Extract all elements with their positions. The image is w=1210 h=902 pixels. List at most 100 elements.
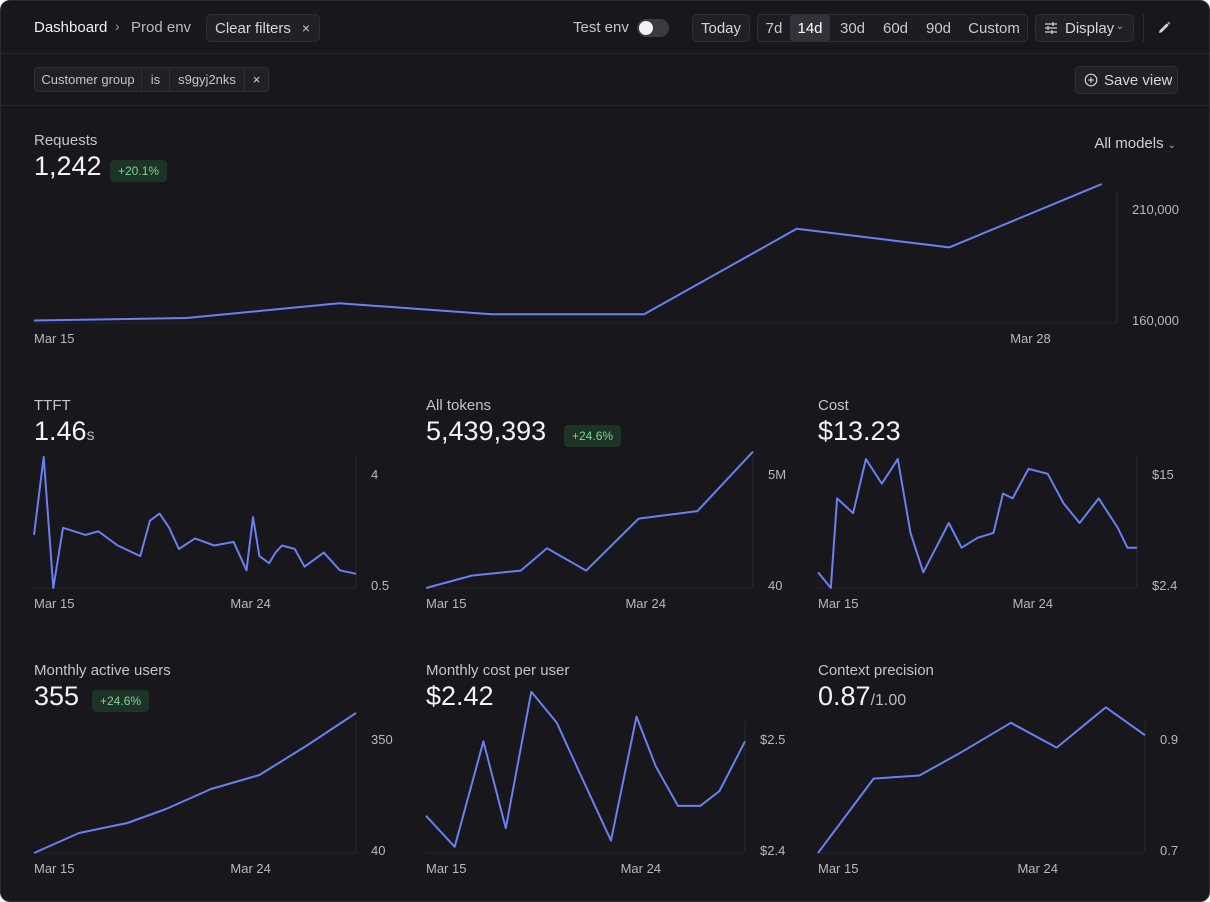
context-precision-title: Context precision (818, 662, 934, 679)
y-tick-label-min: 160,000 (1132, 313, 1179, 328)
x-tick-label: Mar 15 (34, 861, 74, 876)
close-icon: × (301, 20, 310, 36)
chevron-down-icon: ⌄ (1115, 21, 1124, 32)
divider (1143, 14, 1144, 42)
save-view-label: Save view (1104, 71, 1173, 89)
all-models-label: All models (1094, 135, 1164, 152)
cost-value: $13.23 (818, 416, 901, 446)
y-tick-label-min: 0.7 (1160, 843, 1178, 858)
mau-value: 355 (34, 681, 80, 711)
display-button[interactable]: Display ⌄ (1035, 14, 1134, 42)
ttft-number: 1.46 (34, 416, 87, 446)
x-tick-label: Mar 15 (34, 596, 74, 611)
ttft-unit: s (86, 427, 95, 444)
x-tick-label: Mar 28 (1010, 331, 1050, 346)
sliders-icon (1045, 22, 1057, 34)
y-tick-label-max: $15 (1152, 467, 1174, 482)
y-tick-label-min: 0.5 (371, 578, 389, 593)
save-view-icon (1084, 73, 1098, 87)
display-label: Display (1065, 19, 1115, 37)
x-tick-label: Mar 15 (426, 596, 466, 611)
y-tick-label-max: 350 (371, 732, 393, 747)
x-tick-label: Mar 24 (230, 596, 270, 611)
cost-per-user-value: $2.42 (426, 681, 494, 711)
filter-field[interactable]: Customer group (34, 67, 142, 92)
series-line (33, 712, 357, 854)
requests-title: Requests (34, 132, 98, 149)
breadcrumb-dashboard[interactable]: Dashboard (34, 19, 108, 36)
range-60d[interactable]: 60d (882, 19, 909, 37)
tokens-change-badge: +24.6% (564, 425, 622, 447)
today-label: Today (700, 19, 742, 37)
y-tick-label-max: 4 (371, 467, 378, 482)
y-tick-label-max: 210,000 (1132, 202, 1179, 217)
requests-chart: 210,000 160,000 Mar 15 Mar 28 (33, 183, 1179, 346)
mau-change-badge: +24.6% (92, 690, 150, 712)
all-models-dropdown[interactable]: All models ⌄ (1094, 135, 1176, 152)
breadcrumb-prod-env[interactable]: Prod env (131, 19, 192, 36)
x-tick-label: Mar 15 (34, 331, 74, 346)
context-precision-value: 0.87/1.00 (818, 681, 906, 712)
tokens-value: 5,439,393 (426, 416, 547, 446)
y-tick-label-min: $2.4 (1152, 578, 1177, 593)
cost-chart: $15 $2.4 Mar 15 Mar 24 (817, 456, 1177, 611)
range-7d[interactable]: 7d (765, 19, 783, 37)
series-line (425, 450, 754, 589)
x-tick-label: Mar 24 (1013, 596, 1053, 611)
y-tick-label-max: $2.5 (760, 732, 785, 747)
y-tick-label-min: 40 (768, 578, 782, 593)
edit-pencil-icon[interactable] (1156, 20, 1172, 36)
filter-bar: Customer group is s9gyj2nks × Save view (1, 54, 1209, 106)
series-line (817, 706, 1146, 854)
test-env-toggle[interactable] (637, 19, 669, 37)
range-custom[interactable]: Custom (968, 19, 1020, 37)
mau-chart: 350 40 Mar 15 Mar 24 (33, 712, 393, 876)
today-button[interactable]: Today (692, 14, 750, 42)
requests-value: 1,242 (34, 151, 102, 181)
x-tick-label: Mar 15 (426, 861, 466, 876)
x-tick-label: Mar 24 (230, 861, 270, 876)
y-tick-label-max: 5M (768, 467, 786, 482)
mau-title: Monthly active users (34, 662, 171, 679)
x-tick-label: Mar 24 (1017, 861, 1057, 876)
chevron-down-icon: ⌄ (1167, 140, 1176, 151)
test-env-label: Test env (573, 19, 629, 36)
x-tick-label: Mar 15 (818, 596, 858, 611)
y-tick-label-min: 40 (371, 843, 385, 858)
cost-per-user-title: Monthly cost per user (426, 662, 570, 679)
save-view-button[interactable]: Save view (1075, 66, 1178, 94)
toggle-knob (639, 21, 653, 35)
cost-per-user-chart: $2.5 $2.4 Mar 15 Mar 24 (425, 690, 785, 876)
series-line (817, 458, 1137, 589)
context-precision-number: 0.87 (818, 681, 871, 711)
series-line (425, 690, 746, 848)
context-precision-chart: 0.9 0.7 Mar 15 Mar 24 (817, 706, 1178, 876)
tokens-chart: 5M 40 Mar 15 Mar 24 (425, 450, 786, 611)
x-tick-label: Mar 24 (621, 861, 661, 876)
x-tick-label: Mar 24 (625, 596, 665, 611)
series-line (33, 183, 1103, 322)
ttft-value: 1.46s (34, 416, 95, 447)
clear-filters-button[interactable]: Clear filters × (206, 14, 320, 42)
remove-filter-close-icon[interactable]: × (244, 67, 269, 92)
tokens-title: All tokens (426, 397, 492, 414)
ttft-title: TTFT (34, 397, 71, 414)
filter-operator[interactable]: is (141, 67, 170, 92)
ttft-chart: 4 0.5 Mar 15 Mar 24 (33, 455, 389, 611)
range-14d[interactable]: 14d (790, 15, 830, 41)
range-90d[interactable]: 90d (925, 19, 952, 37)
requests-change-badge: +20.1% (110, 160, 168, 182)
date-range-selector: 7d 14d 30d 60d 90d Custom (757, 14, 1028, 42)
range-30d[interactable]: 30d (839, 19, 866, 37)
y-tick-label-max: 0.9 (1160, 732, 1178, 747)
x-tick-label: Mar 15 (818, 861, 858, 876)
filter-value[interactable]: s9gyj2nks (169, 67, 245, 92)
top-bar: Dashboard › Prod env Clear filters × Tes… (1, 1, 1209, 54)
context-precision-unit: /1.00 (870, 692, 907, 709)
cost-title: Cost (818, 397, 849, 414)
breadcrumb-separator-icon: › (115, 18, 120, 34)
clear-filters-label: Clear filters (215, 19, 291, 37)
y-tick-label-min: $2.4 (760, 843, 785, 858)
series-line (33, 455, 357, 589)
